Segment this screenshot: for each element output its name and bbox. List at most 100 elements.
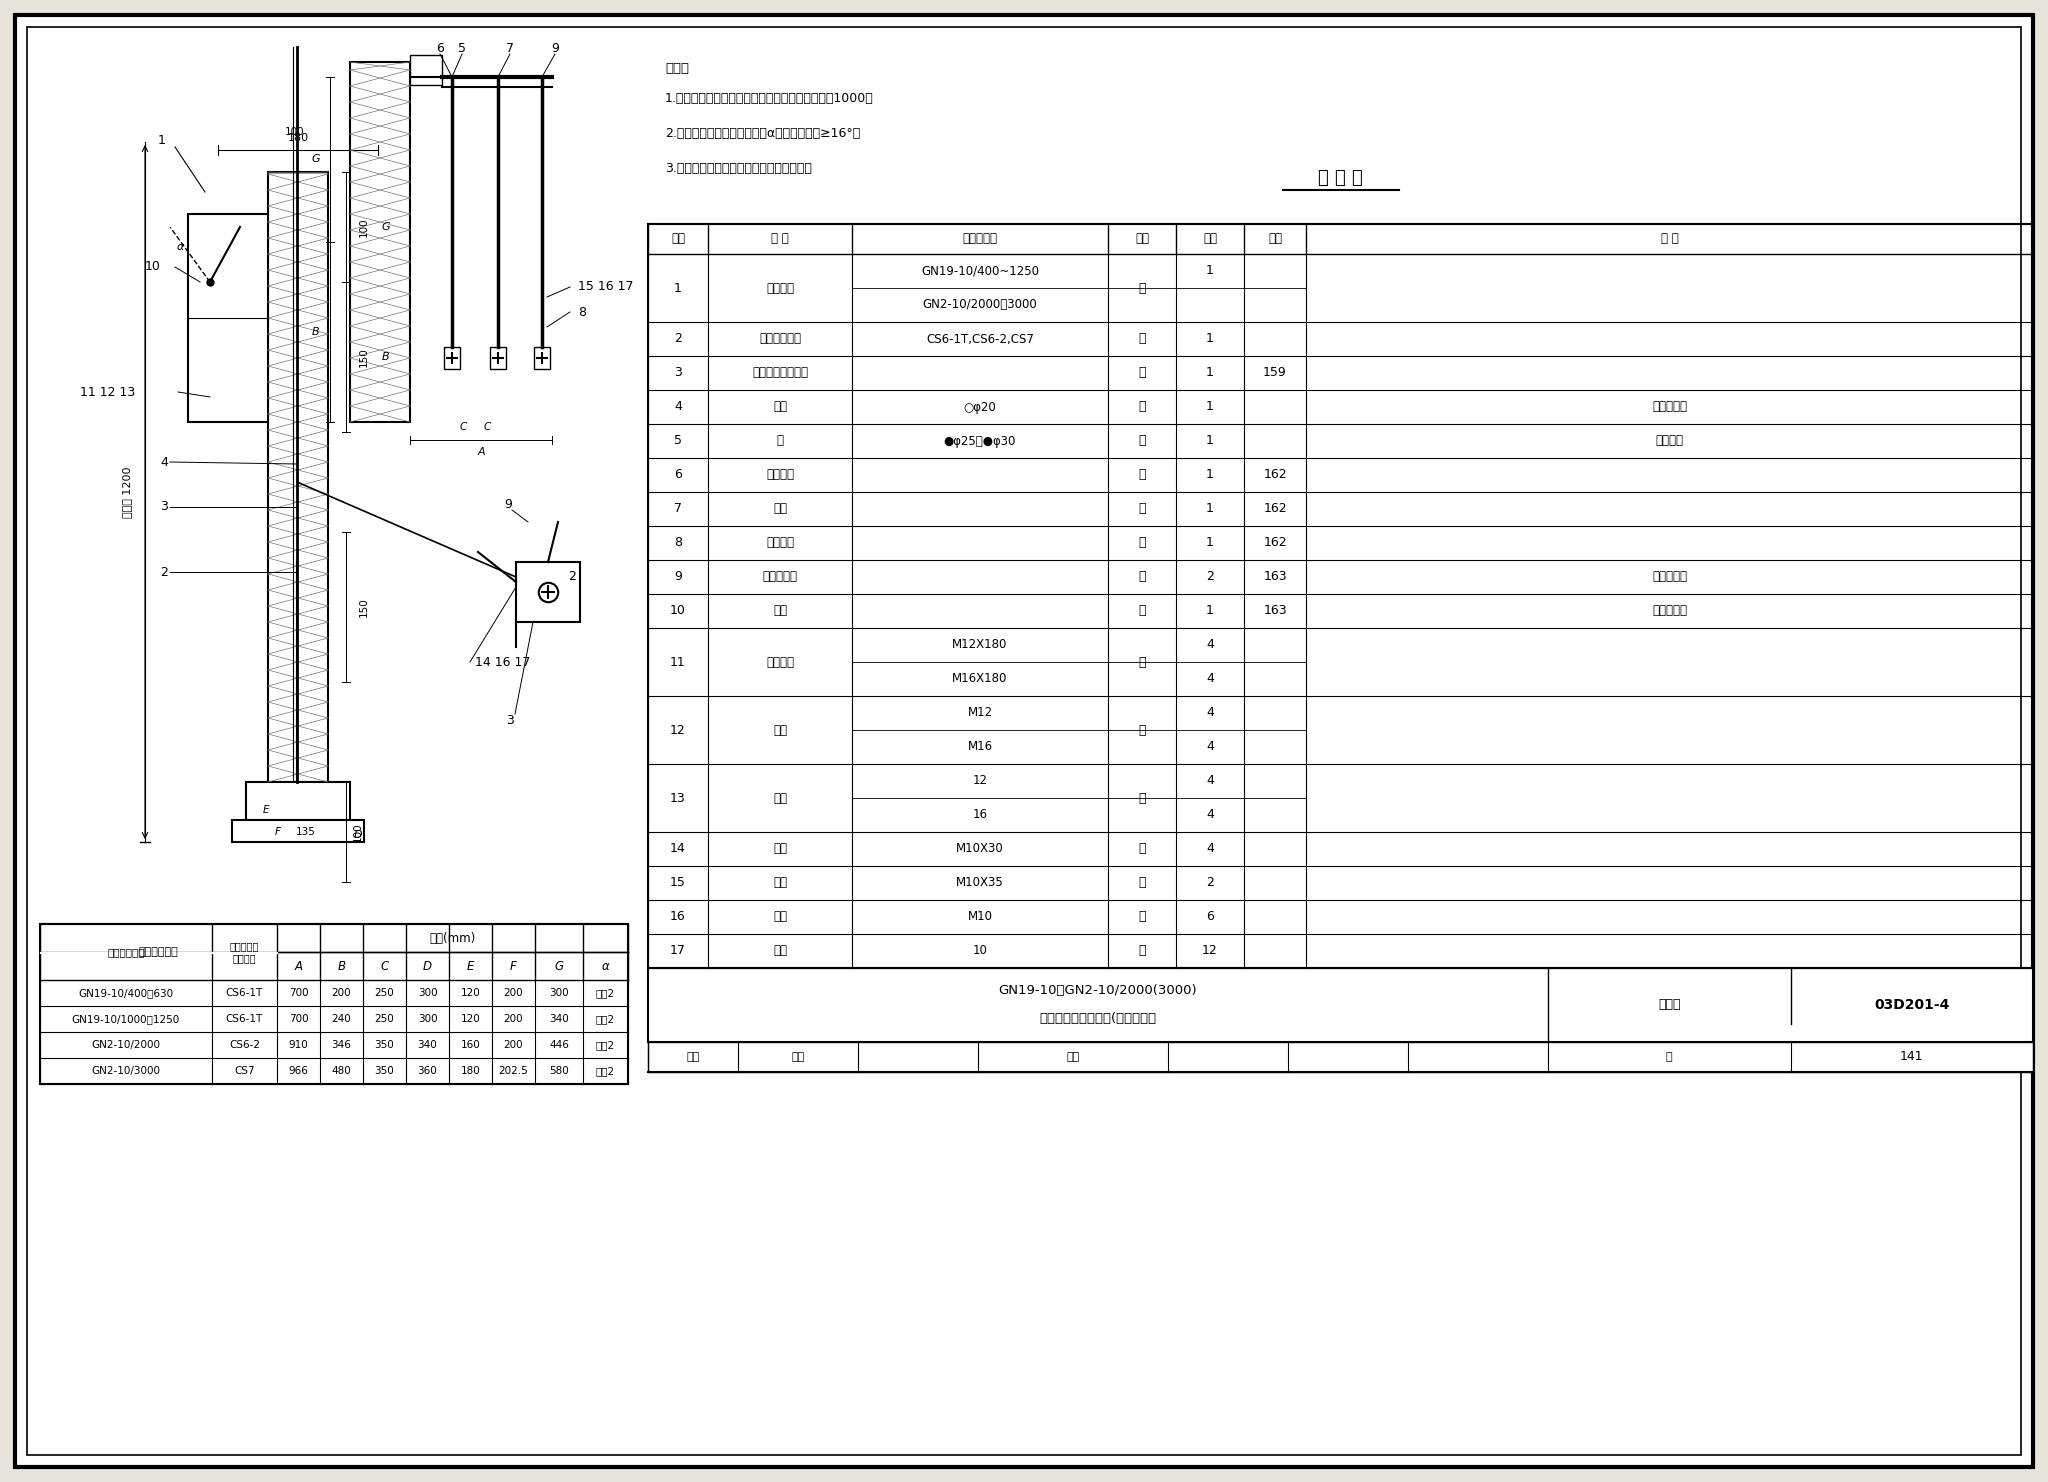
Text: 17: 17 <box>670 944 686 957</box>
Text: 1: 1 <box>1206 502 1214 516</box>
Text: G: G <box>555 959 563 972</box>
Text: 1: 1 <box>674 282 682 295</box>
Text: CS6-1T,CS6-2,CS7: CS6-1T,CS6-2,CS7 <box>926 332 1034 345</box>
Text: GN19-10/1000、1250: GN19-10/1000、1250 <box>72 1014 180 1024</box>
Text: 螺栓: 螺栓 <box>772 842 786 855</box>
Text: 个: 个 <box>1139 366 1145 379</box>
Text: 300: 300 <box>418 1014 438 1024</box>
Text: B: B <box>383 353 389 362</box>
Text: 240: 240 <box>332 1014 352 1024</box>
Text: 202.5: 202.5 <box>498 1066 528 1076</box>
Text: 根: 根 <box>1139 468 1145 482</box>
Text: 2: 2 <box>1206 571 1214 584</box>
Text: CS7: CS7 <box>233 1066 254 1076</box>
Text: 图集号: 图集号 <box>1659 999 1681 1012</box>
Bar <box>410 55 442 84</box>
Text: 350: 350 <box>375 1040 395 1051</box>
Text: 长度由工程: 长度由工程 <box>1653 400 1688 413</box>
Text: 个: 个 <box>1139 723 1145 737</box>
Text: α: α <box>602 959 610 972</box>
Text: CS6-1T: CS6-1T <box>225 988 262 997</box>
Text: 页次: 页次 <box>1268 233 1282 246</box>
Text: 162: 162 <box>1264 536 1286 550</box>
Text: E: E <box>262 805 268 815</box>
Text: 可随隔离开: 可随隔离开 <box>1653 571 1688 584</box>
Text: 250: 250 <box>375 1014 395 1024</box>
Text: D: D <box>424 959 432 972</box>
Bar <box>647 968 2034 1042</box>
Text: 200: 200 <box>332 988 352 997</box>
Text: 9: 9 <box>551 41 559 55</box>
Text: 设计决定: 设计决定 <box>1655 434 1683 448</box>
Text: 300: 300 <box>549 988 569 997</box>
Text: 垒圈: 垒圈 <box>772 944 786 957</box>
Text: 1: 1 <box>158 133 166 147</box>
Text: 180: 180 <box>461 1066 481 1076</box>
Text: B: B <box>311 328 319 336</box>
Text: 120: 120 <box>461 1014 481 1024</box>
Text: M16X180: M16X180 <box>952 673 1008 686</box>
Text: 配用手力操
动机型号: 配用手力操 动机型号 <box>229 941 260 963</box>
Text: 4: 4 <box>674 400 682 413</box>
Text: 垒圈: 垒圈 <box>772 791 786 805</box>
Bar <box>535 347 551 369</box>
Text: 关成套供应: 关成套供应 <box>1653 605 1688 618</box>
Text: 5: 5 <box>674 434 682 448</box>
Text: B: B <box>338 959 346 972</box>
Text: 型号及规格: 型号及规格 <box>963 233 997 246</box>
Text: 2: 2 <box>674 332 682 345</box>
Text: 250: 250 <box>375 988 395 997</box>
Text: 审核: 审核 <box>686 1052 700 1063</box>
Text: 1: 1 <box>1206 605 1214 618</box>
Text: 1: 1 <box>1206 400 1214 413</box>
Text: 个: 个 <box>1139 791 1145 805</box>
Text: M12X180: M12X180 <box>952 639 1008 652</box>
Text: 340: 340 <box>549 1014 569 1024</box>
Text: E: E <box>467 959 475 972</box>
Text: 2: 2 <box>1206 876 1214 889</box>
Text: 7: 7 <box>506 41 514 55</box>
Text: 6: 6 <box>436 41 444 55</box>
Text: G: G <box>381 222 391 233</box>
Text: 03D201-4: 03D201-4 <box>1874 997 1950 1012</box>
Text: α: α <box>176 242 184 252</box>
Text: 162: 162 <box>1264 468 1286 482</box>
Text: 162: 162 <box>1264 502 1286 516</box>
Text: 580: 580 <box>549 1066 569 1076</box>
Text: C: C <box>381 959 389 972</box>
Text: GN2-10/3000: GN2-10/3000 <box>92 1066 160 1076</box>
Text: 9: 9 <box>674 571 682 584</box>
Text: 141: 141 <box>1901 1051 1923 1064</box>
Text: 150: 150 <box>358 347 369 368</box>
Text: 说明2: 说明2 <box>596 988 614 997</box>
Text: 个: 个 <box>1139 842 1145 855</box>
Text: M10X30: M10X30 <box>956 842 1004 855</box>
Text: 16: 16 <box>973 809 987 821</box>
Text: 1: 1 <box>1206 366 1214 379</box>
Text: 尺寸(mm): 尺寸(mm) <box>430 932 475 944</box>
Text: 4: 4 <box>1206 673 1214 686</box>
Text: 3: 3 <box>506 713 514 726</box>
Text: A: A <box>295 959 303 972</box>
Text: 根: 根 <box>1139 400 1145 413</box>
Text: C: C <box>483 422 492 431</box>
Text: 1: 1 <box>1206 468 1214 482</box>
Bar <box>444 347 461 369</box>
Text: 15: 15 <box>670 876 686 889</box>
Text: 1: 1 <box>1206 332 1214 345</box>
Text: 4: 4 <box>1206 707 1214 719</box>
Text: 数量: 数量 <box>1202 233 1217 246</box>
Text: 7: 7 <box>674 502 682 516</box>
Text: 台: 台 <box>1139 332 1145 345</box>
Text: 163: 163 <box>1264 571 1286 584</box>
Text: 350: 350 <box>375 1066 395 1076</box>
Text: 说明2: 说明2 <box>596 1066 614 1076</box>
Text: 个: 个 <box>1139 655 1145 668</box>
Text: 4: 4 <box>1206 842 1214 855</box>
Text: 700: 700 <box>289 1014 309 1024</box>
Text: 2.隔离开关刀片打开时，角度α应使开口角度≥16°。: 2.隔离开关刀片打开时，角度α应使开口角度≥16°。 <box>666 127 860 139</box>
Text: 180: 180 <box>287 133 309 142</box>
Text: CS6-1T: CS6-1T <box>225 1014 262 1024</box>
Text: G: G <box>311 154 319 165</box>
Text: 开尾螺栓: 开尾螺栓 <box>766 655 795 668</box>
